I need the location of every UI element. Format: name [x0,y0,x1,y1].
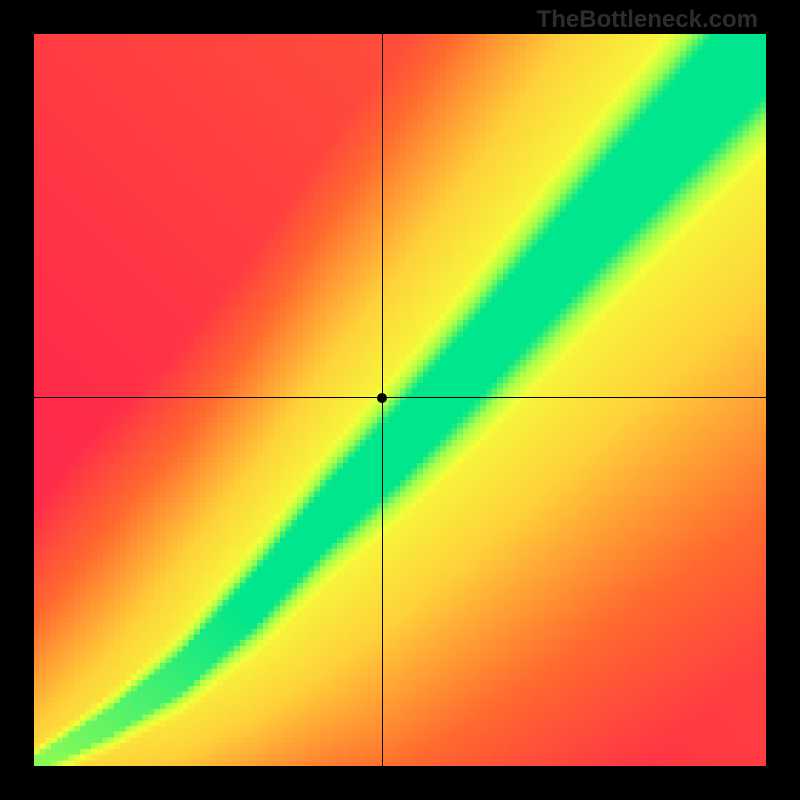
crosshair-horizontal [34,397,766,398]
watermark-text: TheBottleneck.com [537,6,758,34]
bottleneck-heatmap [34,34,766,766]
chart-container: { "watermark": { "text": "TheBottleneck.… [0,0,800,800]
